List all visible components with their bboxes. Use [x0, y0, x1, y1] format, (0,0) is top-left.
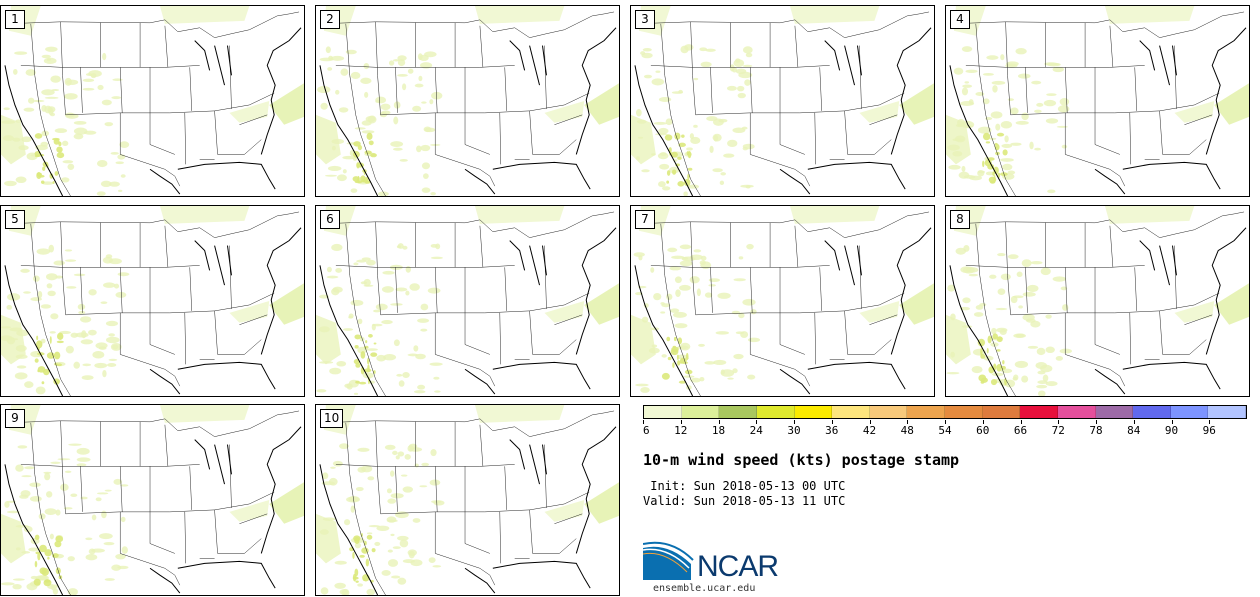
- ensemble-member-panel: 3: [630, 5, 935, 197]
- colorbar-swatch: [832, 406, 870, 418]
- member-number: 1: [5, 10, 25, 29]
- colorbar-tick-labels: 6 12 18 24 30 36 42 48 54 60 66 72 78 84 90 96: [643, 420, 1247, 440]
- colorbar-tick-label: 84: [1127, 424, 1141, 437]
- init-time: Init: Sun 2018-05-13 00 UTC: [643, 479, 846, 493]
- colorbar-tick-label: 54: [938, 424, 952, 437]
- ensemble-member-panel: 8: [945, 205, 1250, 397]
- colorbar-tick-label: 78: [1089, 424, 1103, 437]
- us-map: [946, 6, 1249, 196]
- us-map: [316, 6, 619, 196]
- colorbar-tick-label: 6: [643, 424, 650, 437]
- colorbar-tick-label: 42: [862, 424, 877, 437]
- member-number: 9: [5, 409, 25, 428]
- colorbar-tick-mark: [982, 420, 984, 424]
- us-map: [946, 206, 1249, 396]
- us-map: [316, 206, 619, 396]
- ensemble-member-panel: 4: [945, 5, 1250, 197]
- colorbar-tick-label: 12: [674, 424, 688, 437]
- colorbar-swatch: [1095, 406, 1134, 418]
- member-number: 4: [950, 10, 970, 29]
- colorbar-swatch: [945, 406, 983, 418]
- colorbar-tick-mark: [831, 420, 833, 424]
- colorbar-tick-mark: [643, 420, 644, 424]
- colorbar-tick-mark: [907, 420, 909, 424]
- ncar-logo-text: NCAR: [697, 550, 779, 583]
- colorbar-tick-label: 48: [900, 424, 914, 437]
- member-number: 7: [635, 210, 655, 229]
- member-number: 3: [635, 10, 655, 29]
- member-number: 5: [5, 210, 25, 229]
- colorbar-tick-mark: [1096, 420, 1097, 424]
- colorbar-swatch: [681, 406, 720, 418]
- colorbar-tick-mark: [945, 420, 946, 424]
- ensemble-member-panel: 1: [0, 5, 305, 197]
- ensemble-member-panel: 6: [315, 205, 620, 397]
- colorbar-tick-mark: [680, 420, 682, 424]
- colorbar-tick-mark: [718, 420, 720, 424]
- colorbar-tick-label: 36: [825, 424, 839, 437]
- ensemble-url: ensemble.ucar.edu: [653, 583, 756, 594]
- member-number: 10: [320, 409, 344, 428]
- ensemble-member-panel: 9: [0, 404, 305, 596]
- colorbar-swatch: [982, 406, 1021, 418]
- colorbar-tick-mark: [794, 420, 795, 424]
- us-map: [631, 206, 934, 396]
- member-number: 2: [320, 10, 340, 29]
- colorbar-tick-mark: [756, 420, 758, 424]
- ensemble-member-panel: 2: [315, 5, 620, 197]
- us-map: [631, 6, 934, 196]
- colorbar-swatch: [1133, 406, 1171, 418]
- us-map: [1, 6, 304, 196]
- member-number: 6: [320, 210, 340, 229]
- colorbar-tick-mark: [1058, 420, 1060, 424]
- colorbar-swatch: [756, 406, 795, 418]
- colorbar-swatch: [1020, 406, 1058, 418]
- colorbar-tick-label: 72: [1051, 424, 1065, 437]
- ncar-logo-icon: [643, 541, 694, 580]
- colorbar-swatch: [1057, 406, 1096, 418]
- colorbar-tick-label: 24: [749, 424, 763, 437]
- colorbar-tick-label: 90: [1164, 424, 1179, 437]
- colorbar-swatch: [1208, 406, 1246, 418]
- colorbar-tick-label: 60: [976, 424, 990, 437]
- colorbar-swatch: [719, 406, 757, 418]
- member-number: 8: [950, 210, 970, 229]
- colorbar-swatch: [869, 406, 908, 418]
- colorbar-tick-label: 18: [711, 424, 726, 437]
- chart-title: 10-m wind speed (kts) postage stamp: [643, 451, 960, 469]
- valid-time: Valid: Sun 2018-05-13 11 UTC: [643, 494, 846, 508]
- us-map: [1, 206, 304, 396]
- colorbar-tick-mark: [1209, 420, 1211, 424]
- ensemble-member-panel: 10: [315, 404, 620, 596]
- colorbar-tick-label: 30: [787, 424, 801, 437]
- colorbar-swatch: [644, 406, 682, 418]
- us-map: [1, 405, 304, 595]
- colorbar-tick-label: 96: [1202, 424, 1216, 437]
- colorbar: [643, 405, 1247, 419]
- colorbar-swatch: [907, 406, 945, 418]
- ensemble-member-panel: 7: [630, 205, 935, 397]
- ensemble-member-panel: 5: [0, 205, 305, 397]
- us-map: [316, 405, 619, 595]
- colorbar-tick-mark: [1133, 420, 1135, 424]
- colorbar-tick-mark: [1020, 420, 1022, 424]
- colorbar-tick-mark: [869, 420, 871, 424]
- colorbar-swatch: [794, 406, 833, 418]
- colorbar-tick-label: 66: [1013, 424, 1028, 437]
- colorbar-swatch: [1170, 406, 1209, 418]
- colorbar-tick-mark: [1171, 420, 1173, 424]
